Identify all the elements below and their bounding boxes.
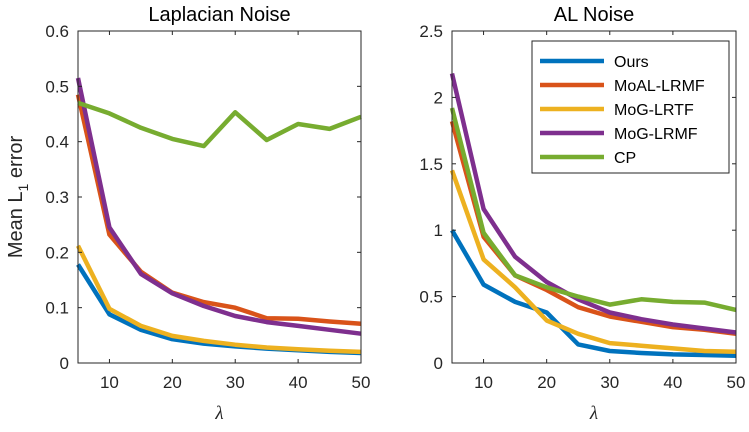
series-line-mog-lrtf-left — [75, 244, 362, 355]
series-line-ours-right — [450, 229, 737, 358]
y-tick-label-right-1: 0.5 — [419, 288, 443, 307]
x-tick-label-right-10: 10 — [474, 373, 493, 392]
legend-label-cp: CP — [614, 150, 636, 167]
y-axis-label-part-main: Mean L — [5, 191, 27, 258]
y-tick-label-left-1: 0.1 — [45, 299, 69, 318]
y-tick-label-right-4: 2 — [434, 88, 443, 107]
x-tick-label-right-30: 30 — [600, 373, 619, 392]
chart-title-right: AL Noise — [554, 4, 634, 26]
y-axis-label-left: Mean L1 error — [5, 136, 31, 259]
y-tick-label-right-0: 0 — [434, 354, 443, 373]
x-tick-label-left-20: 20 — [163, 373, 182, 392]
y-tick-label-right-3: 1.5 — [419, 155, 443, 174]
series-line-cp-right — [449, 107, 737, 313]
y-tick-label-left-4: 0.4 — [45, 133, 69, 152]
legend-label-mog-lrtf: MoG-LRTF — [614, 102, 694, 119]
x-tick-label-right-40: 40 — [663, 373, 682, 392]
legend-label-mog-lrmf: MoG-LRMF — [614, 126, 698, 143]
legend: Ours MoAL-LRMF MoG-LRTF MoG-LRMF CP — [531, 40, 730, 174]
chart-al-noise: 10 20 30 40 50 0 0.5 1 1.5 2 2.5 AL Noise λ Ours Mo… — [419, 4, 745, 424]
y-axis-label-part-end: error — [5, 136, 27, 184]
series-line-mog-lrtf-right — [449, 169, 737, 354]
y-tick-label-left-5: 0.5 — [45, 77, 69, 96]
x-axis-label-right: λ — [589, 403, 598, 424]
x-tick-label-left-40: 40 — [289, 373, 308, 392]
y-tick-label-right-2: 1 — [434, 221, 443, 240]
y-tick-label-left-6: 0.6 — [45, 22, 69, 41]
y-tick-label-left-3: 0.3 — [45, 188, 69, 207]
chart-laplacian-noise: 10 20 30 40 50 0 0.1 0.2 0.3 0.4 0.5 0.6 Laplacian … — [5, 4, 370, 424]
x-tick-label-right-20: 20 — [537, 373, 556, 392]
series-line-mog-lrmf-left — [75, 77, 362, 336]
chart-title-left: Laplacian Noise — [148, 4, 290, 26]
y-tick-label-right-5: 2.5 — [419, 22, 443, 41]
y-tick-label-left-2: 0.2 — [45, 243, 69, 262]
x-tick-label-left-30: 30 — [226, 373, 245, 392]
x-tick-label-left-10: 10 — [100, 373, 119, 392]
legend-label-ours: Ours — [614, 54, 649, 71]
series-line-cp-left — [77, 100, 362, 149]
y-tick-label-left-0: 0 — [60, 354, 69, 373]
x-tick-label-right-50: 50 — [727, 373, 746, 392]
legend-label-moal-lrmf: MoAL-LRMF — [614, 78, 705, 95]
plot-frame-right — [451, 30, 737, 364]
x-axis-label-left: λ — [214, 403, 223, 424]
y-axis-label-subscript: 1 — [15, 183, 31, 191]
x-tick-label-left-50: 50 — [352, 373, 371, 392]
series-line-mog-lrmf-right — [449, 72, 737, 335]
